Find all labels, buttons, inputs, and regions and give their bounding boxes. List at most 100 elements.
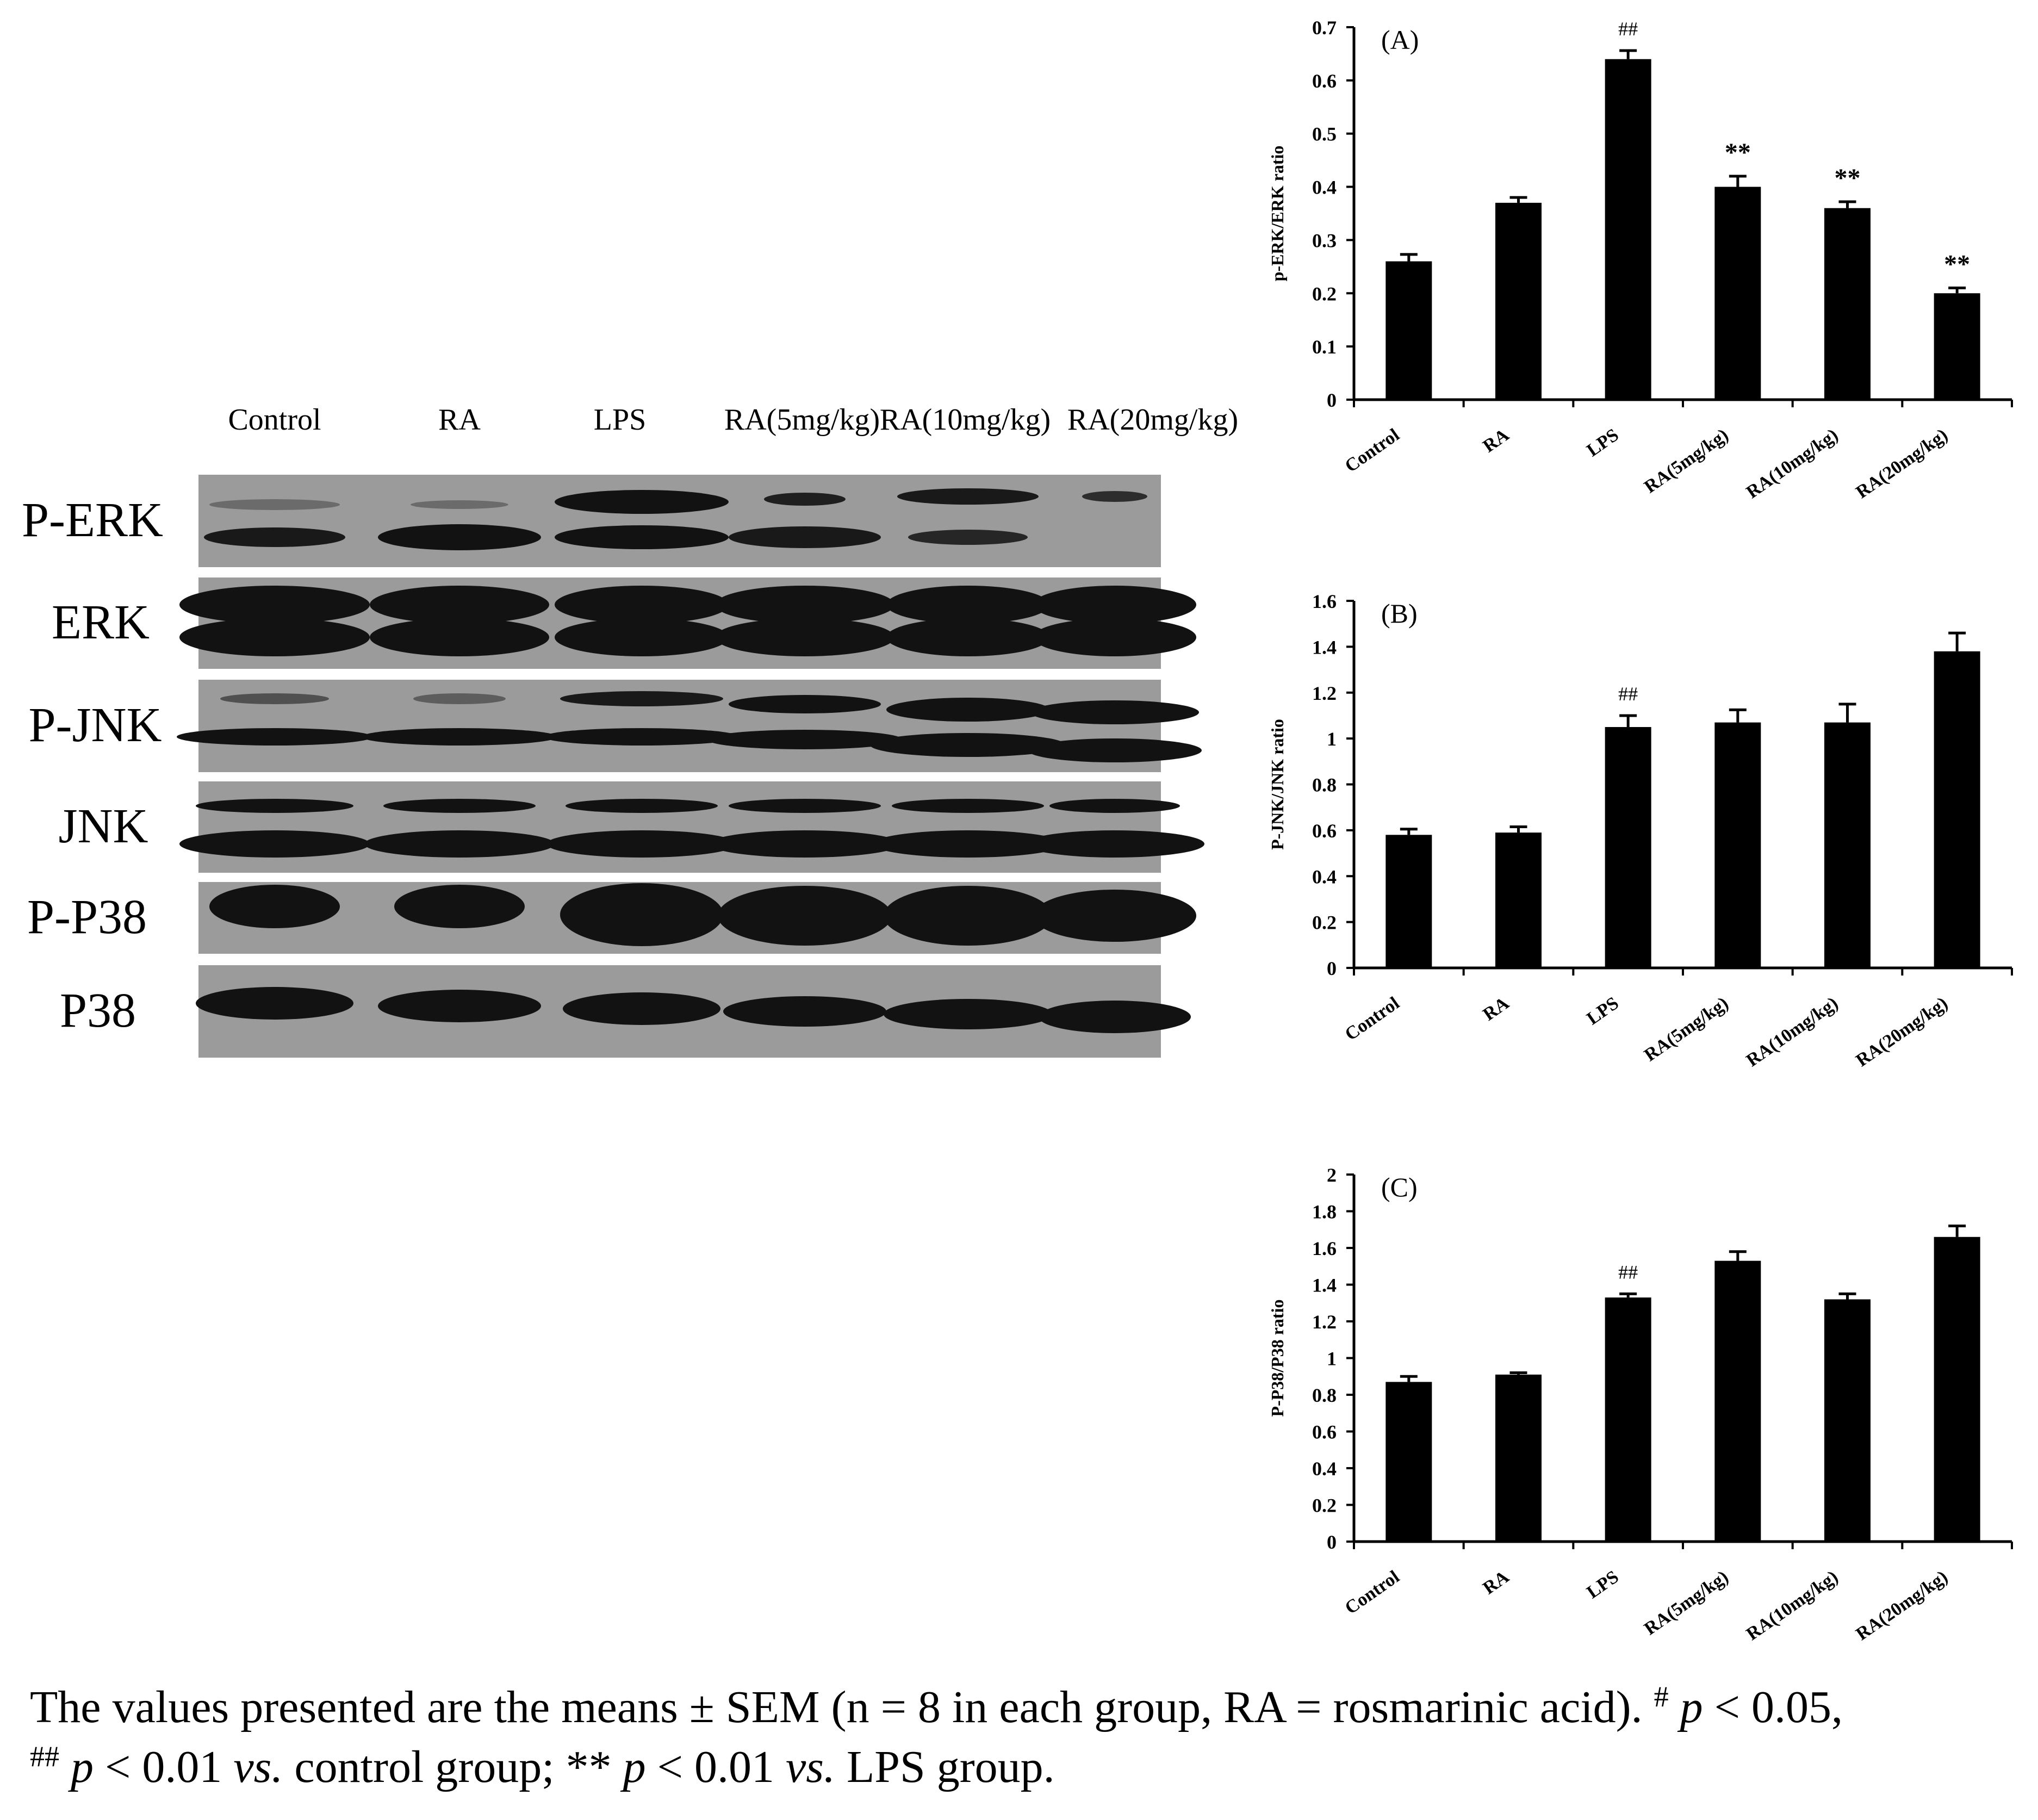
y-tick-label: 0.4 xyxy=(1312,866,1337,887)
blot-band xyxy=(897,488,1039,505)
chart-b-pjnk-ratio: 0 0.2 0.4 0.6 0.8 1 1.2 1.4 1.6 Control RA ## LPS RA(… xyxy=(1267,591,2013,1071)
blot-band xyxy=(1033,618,1196,656)
blot-band xyxy=(378,524,541,550)
caption-part-6: LPS group. xyxy=(835,1742,1055,1792)
y-tick-label: 0 xyxy=(1327,1531,1337,1553)
western-blot-panel: Control RA LPS RA(5mg/kg) RA(10mg/kg) RA(20mg… xyxy=(22,403,1238,1058)
blot-strip-p-p38 xyxy=(198,882,1196,954)
blot-band xyxy=(179,618,370,656)
blot-band xyxy=(563,992,720,1025)
category-label-ra-20mg-kg: RA(20mg/kg) xyxy=(1853,993,1952,1071)
blot-band xyxy=(362,728,557,746)
blot-band xyxy=(370,618,549,656)
y-axis-label: p-ERK/ERK ratio xyxy=(1267,146,1287,282)
blot-band xyxy=(1030,700,1199,724)
blot-band xyxy=(220,693,329,704)
lane-label-ra-10mg-kg: RA(10mg/kg) xyxy=(880,403,1051,437)
caption-part-4: control group; ** xyxy=(283,1742,623,1792)
blot-band xyxy=(555,490,729,514)
blot-band xyxy=(196,799,353,813)
caption-vs-2: vs. xyxy=(785,1742,835,1792)
bar-lps xyxy=(1605,1297,1651,1542)
bar-ra-10mg-kg xyxy=(1824,208,1871,400)
caption-sup-1: # xyxy=(1654,1680,1669,1713)
blot-band xyxy=(908,530,1028,545)
y-tick-label: 0.2 xyxy=(1312,283,1337,305)
blot-strip-p-jnk xyxy=(177,680,1202,772)
caption-part-2: < 0.05, xyxy=(1703,1682,1843,1732)
blot-band xyxy=(729,526,881,548)
blot-band xyxy=(204,527,345,547)
significance-marker: ## xyxy=(1618,683,1638,705)
blot-band xyxy=(886,586,1049,624)
y-tick-label: 0 xyxy=(1327,389,1337,411)
bar-ra-5mg-kg xyxy=(1714,1260,1761,1542)
bar-ra xyxy=(1495,1374,1542,1542)
blot-band xyxy=(707,730,903,749)
blot-row-label-jnk: JNK xyxy=(58,799,148,853)
lane-label-lps: LPS xyxy=(594,403,647,437)
lane-label-control: Control xyxy=(228,403,321,437)
blot-band xyxy=(413,693,506,704)
bar-ra-20mg-kg xyxy=(1934,651,1980,968)
blot-band xyxy=(1025,830,1204,858)
blot-band xyxy=(196,987,353,1020)
y-axis-label: P-JNK/JNK ratio xyxy=(1267,719,1287,850)
lane-label-ra-5mg-kg: RA(5mg/kg) xyxy=(724,403,880,437)
bar-ra-20mg-kg xyxy=(1934,1237,1980,1542)
category-label-ra: RA xyxy=(1480,993,1513,1025)
caption-part-3: < 0.01 xyxy=(94,1742,234,1792)
blot-band xyxy=(555,618,729,656)
blot-band xyxy=(886,618,1049,656)
bar-lps xyxy=(1605,59,1651,400)
blot-strip-jnk xyxy=(179,781,1204,873)
blot-band xyxy=(544,728,740,746)
caption-p-2: p xyxy=(71,1742,94,1792)
blot-band xyxy=(555,586,729,624)
category-label-ra-10mg-kg: RA(10mg/kg) xyxy=(1743,1567,1842,1644)
blot-row-label-p-jnk: P-JNK xyxy=(28,698,161,752)
blot-band xyxy=(555,525,729,549)
y-tick-label: 0.5 xyxy=(1312,123,1337,145)
blot-band xyxy=(394,885,525,928)
chart-title: (B) xyxy=(1381,598,1418,629)
y-tick-label: 1 xyxy=(1327,1348,1337,1370)
category-label-ra-5mg-kg: RA(5mg/kg) xyxy=(1641,1567,1732,1639)
category-label-ra: RA xyxy=(1480,1567,1513,1599)
chart-title: (C) xyxy=(1381,1172,1418,1202)
blot-band xyxy=(370,586,549,624)
y-tick-label: 0.6 xyxy=(1312,70,1337,92)
category-label-lps: LPS xyxy=(1583,425,1622,461)
y-tick-label: 0.6 xyxy=(1312,1421,1337,1443)
blot-band xyxy=(177,728,372,746)
y-tick-label: 1.2 xyxy=(1312,1311,1337,1333)
bar-ra-5mg-kg xyxy=(1714,722,1761,968)
y-tick-label: 1.6 xyxy=(1312,1238,1337,1259)
blot-strip-erk xyxy=(179,577,1196,669)
y-tick-label: 0.2 xyxy=(1312,1495,1337,1517)
y-tick-label: 0.8 xyxy=(1312,774,1337,796)
significance-marker: ## xyxy=(1618,1261,1638,1283)
blot-strip-background xyxy=(198,475,1161,567)
blot-band xyxy=(546,830,737,858)
blot-row-label-erk: ERK xyxy=(52,595,150,649)
category-label-lps: LPS xyxy=(1583,1567,1622,1602)
blot-strip-background xyxy=(198,781,1161,873)
caption-part-1: The values presented are the means ± SEM… xyxy=(30,1682,1654,1732)
blot-band xyxy=(886,698,1049,722)
category-label-ra-5mg-kg: RA(5mg/kg) xyxy=(1641,993,1732,1065)
blot-row-label-p-p38: P-P38 xyxy=(27,890,147,944)
blot-band xyxy=(560,691,723,706)
blot-band xyxy=(729,695,881,713)
caption-p-3: p xyxy=(623,1742,646,1792)
bar-lps xyxy=(1605,727,1651,968)
y-tick-label: 1.8 xyxy=(1312,1201,1337,1223)
lane-label-ra: RA xyxy=(438,403,481,437)
blot-band xyxy=(718,886,892,946)
y-tick-label: 1 xyxy=(1327,728,1337,750)
category-label-control: Control xyxy=(1341,1567,1403,1618)
blot-strip-p-erk xyxy=(198,475,1161,567)
bar-ra-10mg-kg xyxy=(1824,722,1871,968)
blot-band xyxy=(179,830,370,858)
blot-band xyxy=(1033,890,1196,942)
